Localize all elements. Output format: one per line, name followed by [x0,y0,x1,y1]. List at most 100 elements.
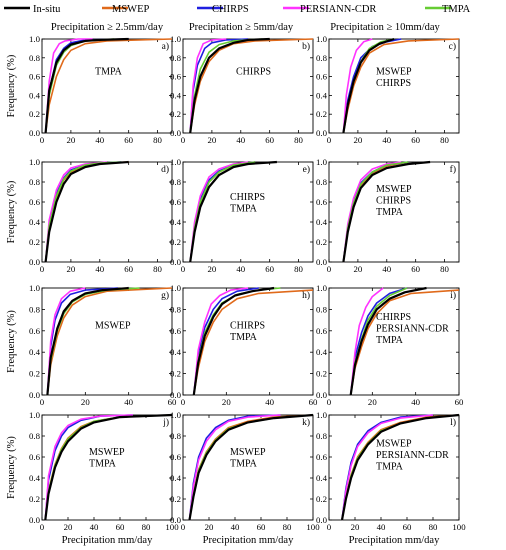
y-tick-label: 0.0 [316,257,328,267]
y-tick-label: 0.0 [170,515,182,525]
x-tick-label: 20 [205,522,214,532]
y-tick-label: 1.0 [29,157,41,167]
x-tick-label: 80 [142,522,151,532]
x-tick-label: 40 [236,135,245,145]
panel-frame [182,414,314,521]
x-tick-label: 60 [403,522,412,532]
series-line-persiann-cdr [189,38,227,134]
panel-f: 0.0 0.2 0.4 0.6 0.8 1.0 0 20 40 60 80 f) MSWEPCHIRPS… [316,157,460,274]
panel-note: MSWEP [376,67,412,78]
x-tick-label: 40 [236,264,245,274]
x-tick-label: 40 [265,397,274,407]
panel-letter: d) [161,164,169,175]
y-tick-label: 0.2 [316,237,327,247]
x-tick-label: 60 [411,264,420,274]
x-tick-label: 20 [207,135,216,145]
y-tick-label: 1.0 [29,34,41,44]
x-tick-label: 20 [353,135,362,145]
series-line-mswep [44,38,173,134]
y-tick-label: 0.0 [29,515,41,525]
x-tick-label: 0 [327,522,332,532]
series-line-in-situ [349,286,427,396]
x-tick-label: 20 [368,397,377,407]
y-tick-label: 0.0 [29,257,41,267]
x-tick-label: 80 [153,264,162,274]
legend-label-tmpa: TMPA [442,4,471,15]
y-tick-label: 0.8 [170,304,182,314]
y-tick-label: 0.8 [316,53,328,63]
panel-note: TMPA [376,335,404,346]
panel-letter: f) [450,164,456,175]
series-line-persiann-cdr [193,287,249,396]
panel-frame [328,414,460,521]
series-line-persiann-cdr [188,414,281,521]
x-tick-label: 20 [66,264,75,274]
x-tick-label: 60 [124,264,133,274]
y-tick-label: 1.0 [170,410,182,420]
y-tick-label: 0.8 [29,53,41,63]
legend-label-persiann-cdr: PERSIANN-CDR [300,4,376,15]
panel-b: 0.0 0.2 0.4 0.6 0.8 1.0 0 20 40 60 80 b) CHIRPS [170,34,314,145]
y-tick-label: 0.8 [29,177,41,187]
x-tick-label: 40 [382,264,391,274]
legend-label-chirps: CHIRPS [212,4,249,15]
series-line-persiann-cdr [342,38,373,134]
x-tick-label: 20 [351,522,360,532]
panel-note: CHIRPS [376,312,411,323]
y-tick-label: 0.4 [29,473,41,483]
x-tick-label: 0 [181,264,186,274]
panel-note: TMPA [230,204,258,215]
x-tick-label: 80 [440,264,449,274]
series-line-persiann-cdr [44,161,108,263]
y-tick-label: 0.8 [170,177,182,187]
x-tick-label: 20 [81,397,90,407]
y-tick-label: 0.0 [170,390,182,400]
x-axis-label: Precipitation mm/day [349,535,440,546]
series-line-chirps [46,287,118,396]
panel-letter: h) [302,290,310,301]
legend-label-in-situ: In-situ [33,4,61,15]
panel-note: PERSIANN-CDR [376,324,449,335]
x-axis-label: Precipitation mm/day [62,535,153,546]
column-title-2: Precipitation ≥ 5mm/day [189,22,294,33]
x-tick-label: 60 [124,135,133,145]
panel-note: TMPA [376,462,404,473]
series-line-mswep [46,287,173,396]
panel-i: 0.0 0.2 0.4 0.6 0.8 1.0 0 20 40 60 i) CHIRPSPERSIAN… [316,283,464,407]
y-tick-label: 0.2 [29,109,40,119]
panel-note: PERSIANN-CDR [376,450,449,461]
x-tick-label: 80 [294,264,303,274]
series-line-in-situ [342,160,431,263]
y-tick-label: 0.0 [316,515,328,525]
panel-g: 0.0 0.2 0.4 0.6 0.8 1.0 0 20 40 60 g) MSWEP [29,283,177,407]
y-tick-label: 0.2 [29,369,40,379]
panel-note: MSWEP [376,439,412,450]
series-line-persiann-cdr [46,287,86,396]
panel-frame [328,287,460,396]
y-tick-label: 0.0 [29,390,41,400]
y-tick-label: 0.6 [170,326,182,336]
y-tick-label: 0.6 [316,452,328,462]
series-line-chirps [44,38,129,134]
y-tick-label: 0.2 [316,109,327,119]
panel-letter: k) [302,417,310,428]
x-tick-label: 60 [257,522,266,532]
panel-note: CHIRPS [230,321,265,332]
y-tick-label: 0.8 [316,177,328,187]
panel-frame [41,414,173,521]
series-line-tmpa [189,38,263,134]
x-axis-label: Precipitation mm/day [203,535,294,546]
y-tick-label: 0.0 [170,257,182,267]
panel-note: CHIRPS [376,78,411,89]
panel-note: TMPA [230,458,258,469]
series-line-in-situ [46,286,129,396]
legend-label-mswep: MSWEP [112,4,150,15]
x-tick-label: 40 [95,135,104,145]
legend: In-situ MSWEP CHIRPS PERSIANN-CDR TMPA [4,4,471,15]
panel-note: CHIRPS [236,67,271,78]
panel-letter: b) [302,41,310,52]
series-line-in-situ [189,160,277,263]
series-line-in-situ [44,37,129,134]
x-tick-label: 0 [327,264,332,274]
